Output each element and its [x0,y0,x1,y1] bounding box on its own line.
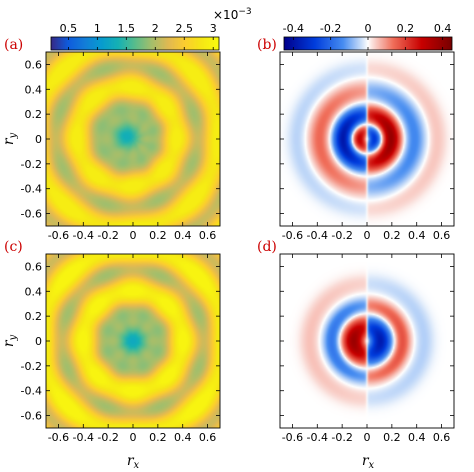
y-axis-label-top: ry [1,132,19,145]
x-axis-label-right: rx [362,453,375,471]
colorbar-tick-label: 3 [210,22,217,35]
x-tick-label: 0 [130,431,137,444]
panel-b: -0.6 -0.4 -0.2 0 0.2 0.4 0.6 (b) [257,37,455,242]
panel-label: (d) [257,239,277,255]
panel-c: -0.6-0.6-0.4-0.4-0.2-0.2000.20.20.40.40.… [4,239,221,444]
svg-text:ry: ry [1,334,19,347]
heatmap-image [46,52,220,226]
colorbar-tick-label: 0.2 [397,22,415,35]
x-tick-label: 0 [364,431,371,444]
y-tick-label: -0.6 [21,410,42,423]
y-tick-label: 0.6 [25,260,43,273]
y-tick-label: 0.4 [25,83,43,96]
colorbar-tick-label: 0.5 [60,22,78,35]
x-tick-label: 0.2 [383,229,401,242]
heatmap-image [280,52,454,226]
x-tick-label: 0.6 [199,229,217,242]
x-tick-label: 0 [130,229,137,242]
x-tick-label: 0.6 [433,229,451,242]
colorbar-tick-label: -0.4 [283,22,304,35]
x-tick-label: -0.4 [73,431,94,444]
y-tick-label: 0.2 [25,108,43,121]
y-tick-label: 0.4 [25,285,43,298]
colorbar-tick-label: 1 [94,22,101,35]
colorbar-right: -0.4 -0.2 0 0.2 0.4 [283,22,453,51]
colorbar-tick-label: 2 [152,22,159,35]
x-tick-label: -0.4 [73,229,94,242]
colorbar-exponent: ×10−3 [213,7,252,22]
y-tick-label: -0.6 [21,208,42,221]
x-tick-label: 0.4 [174,431,192,444]
x-tick-label: -0.4 [307,431,328,444]
colorbar-tick-label: 1.5 [118,22,136,35]
colorbar-left-gradient [51,37,219,50]
colorbar-tick-label: 0.4 [434,22,452,35]
x-tick-label: 0.2 [383,431,401,444]
colorbar-tick-label: -0.2 [320,22,341,35]
y-tick-label: 0.2 [25,310,43,323]
x-tick-label: -0.6 [48,229,69,242]
x-tick-label: -0.6 [48,431,69,444]
colorbar-tick-label: 2.5 [175,22,193,35]
x-tick-label: 0.6 [433,431,451,444]
y-tick-label: -0.4 [21,183,42,196]
panel-d: -0.6 -0.4 -0.2 0 0.2 0.4 0.6 (d) [257,239,455,444]
x-tick-label: 0.2 [149,229,167,242]
heatmap-image [280,254,454,428]
x-tick-label: -0.4 [307,229,328,242]
x-tick-label: -0.2 [97,229,118,242]
colorbar-left: 0.5 1 1.5 2 2.5 3 ×10−3 [50,7,252,51]
y-tick-label: -0.2 [21,158,42,171]
x-tick-label: -0.2 [97,431,118,444]
x-tick-label: 0 [364,229,371,242]
x-tick-label: -0.6 [282,431,303,444]
x-tick-label: 0.4 [174,229,192,242]
x-tick-label: -0.2 [331,229,352,242]
panel-label: (b) [257,37,277,53]
svg-text:ry: ry [1,132,19,145]
x-tick-label: 0.2 [149,431,167,444]
x-tick-label: 0.6 [199,431,217,444]
x-tick-label: 0.4 [408,229,426,242]
y-tick-label: 0.6 [25,58,43,71]
panel-a: -0.6-0.6-0.4-0.4-0.2-0.2000.20.20.40.40.… [4,37,221,242]
heatmap-image [46,254,220,428]
y-tick-label: -0.4 [21,385,42,398]
y-tick-label: -0.2 [21,360,42,373]
colorbar-tick-label: 0 [365,22,372,35]
colorbar-right-gradient [284,37,452,50]
x-axis-label-left: rx [127,453,140,471]
x-tick-label: 0.4 [408,431,426,444]
panel-label: (c) [4,239,23,255]
y-axis-label-bottom: ry [1,334,19,347]
x-tick-label: -0.6 [282,229,303,242]
panel-label: (a) [4,37,23,53]
y-tick-label: 0 [35,133,42,146]
x-tick-label: -0.2 [331,431,352,444]
y-tick-label: 0 [35,335,42,348]
